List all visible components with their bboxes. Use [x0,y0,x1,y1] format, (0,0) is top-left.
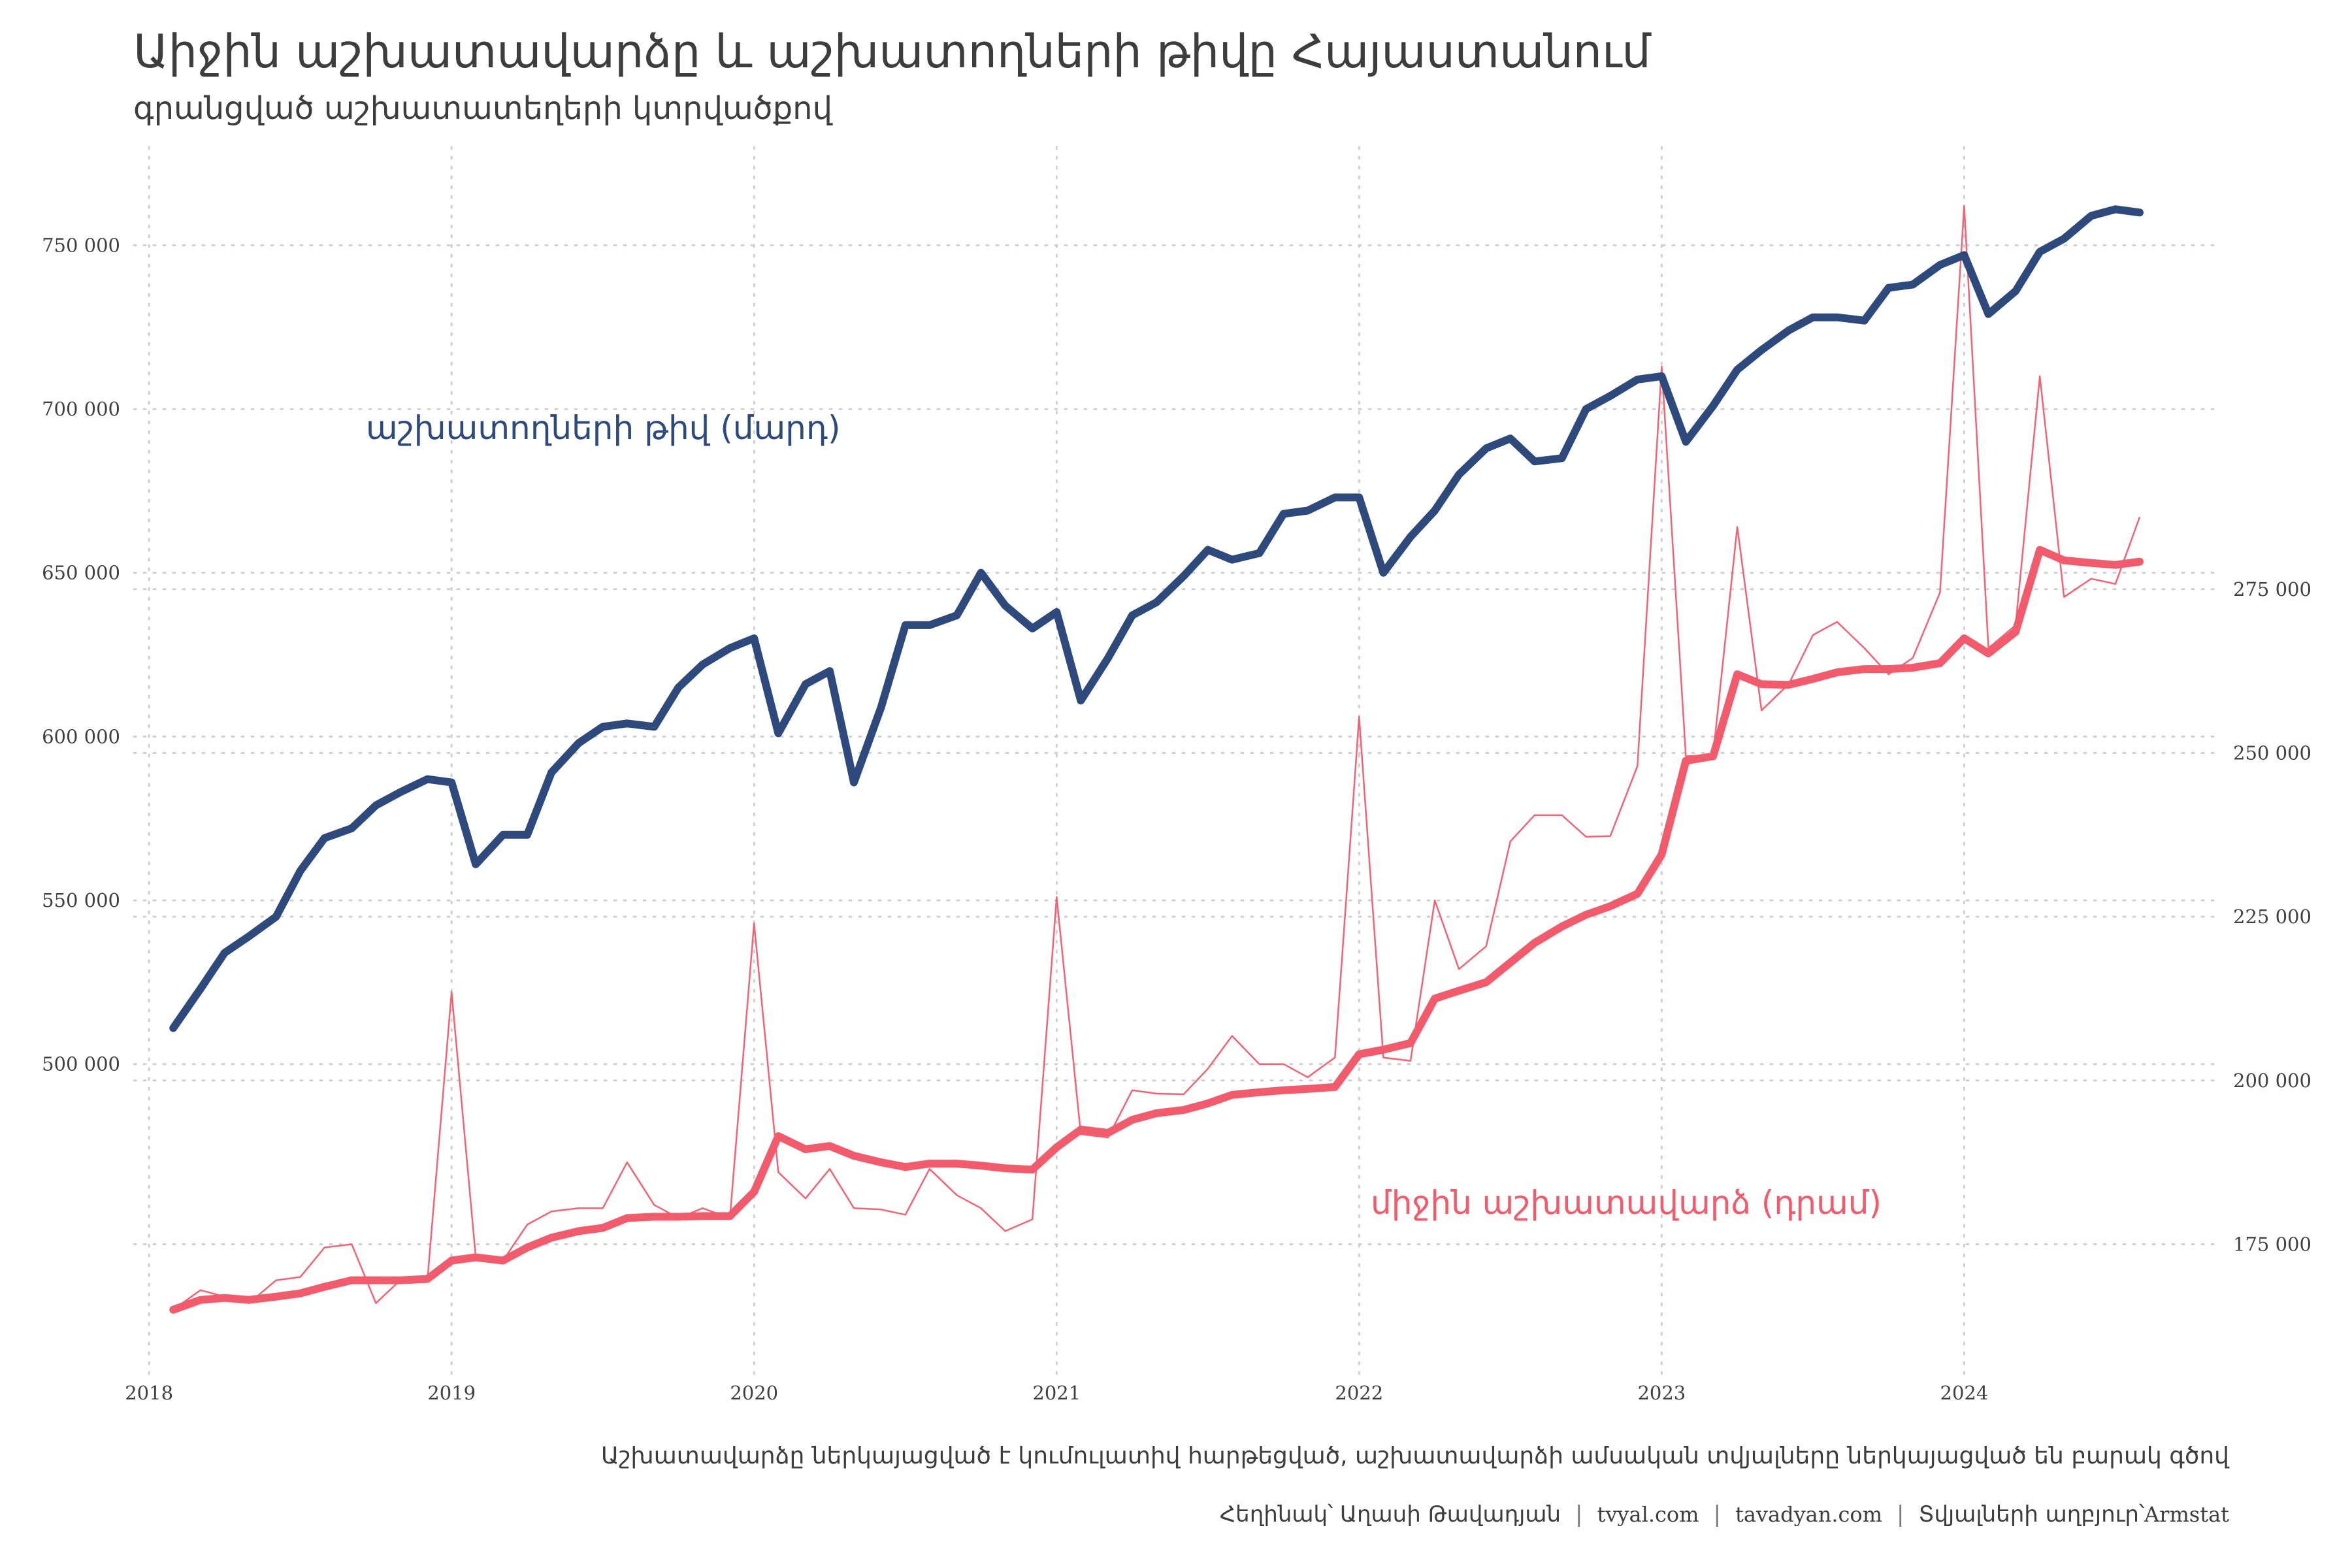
x-tick-label: 2024 [1940,1382,1989,1404]
chart-subtitle: գրանցված աշխատատեղերի կտրվածքով [133,90,833,127]
y-left-tick-label: 750 000 [42,234,120,256]
series-labels: աշխատողների թիվ (մարդ) միջին աշխատավարձ (… [366,409,1882,1222]
source-label: Տվյալների աղբյուր՝ [1918,1501,2145,1527]
separator: | [1897,1501,1904,1527]
x-tick-label: 2018 [125,1382,173,1404]
x-tick-label: 2020 [730,1382,778,1404]
site-link-tavadyan[interactable]: tavadyan.com [1735,1502,1883,1527]
chart-caption: Աշխատավարձը ներկայացված է կումուլատիվ հա… [600,1443,2229,1469]
y-right-tick-label: 250 000 [2233,742,2311,764]
y-right-tick-label: 175 000 [2233,1233,2311,1255]
x-tick-label: 2021 [1032,1382,1081,1404]
y-right-tick-label: 200 000 [2233,1070,2311,1092]
y-left-tick-label: 650 000 [42,562,120,584]
x-tick-label: 2019 [427,1382,476,1404]
wage-smoothed-line [169,546,2144,1314]
wage-series-label: միջին աշխատավարձ (դրամ) [1371,1184,1882,1222]
y-left-tick-label: 500 000 [42,1053,120,1075]
grid-lines [133,146,2223,1377]
wage-monthly-line [172,204,2141,1311]
y-left-tick-label: 550 000 [42,889,120,911]
y-left-tick-label: 600 000 [42,725,120,747]
employees-series-label: աշխատողների թիվ (մարդ) [366,409,841,447]
credits-line: Հեղինակ՝ Աղասի Թավադյան | tvyal.com | tavady… [1220,1501,2229,1527]
x-tick-label: 2023 [1637,1382,1686,1404]
separator: | [1575,1501,1583,1527]
x-tick-label: 2022 [1335,1382,1383,1404]
axis-tick-labels: 500 000 550 000 600 000 650 000 700 000 750 0… [42,234,2311,1404]
author-credit: Հեղինակ՝ Աղասի Թավադյան [1219,1501,1561,1527]
y-left-tick-label: 700 000 [42,398,120,420]
chart-title: Աիջին աշխատավարձը և աշխատողների թիվը Հայ… [133,25,1651,78]
y-right-tick-label: 275 000 [2233,578,2311,600]
site-link-tvyal[interactable]: tvyal.com [1597,1502,1699,1527]
separator: | [1713,1501,1721,1527]
series-lines [169,204,2144,1314]
source-name: Armstat [2144,1502,2229,1527]
y-right-tick-label: 225 000 [2233,906,2311,928]
employees-line [169,205,2144,1032]
